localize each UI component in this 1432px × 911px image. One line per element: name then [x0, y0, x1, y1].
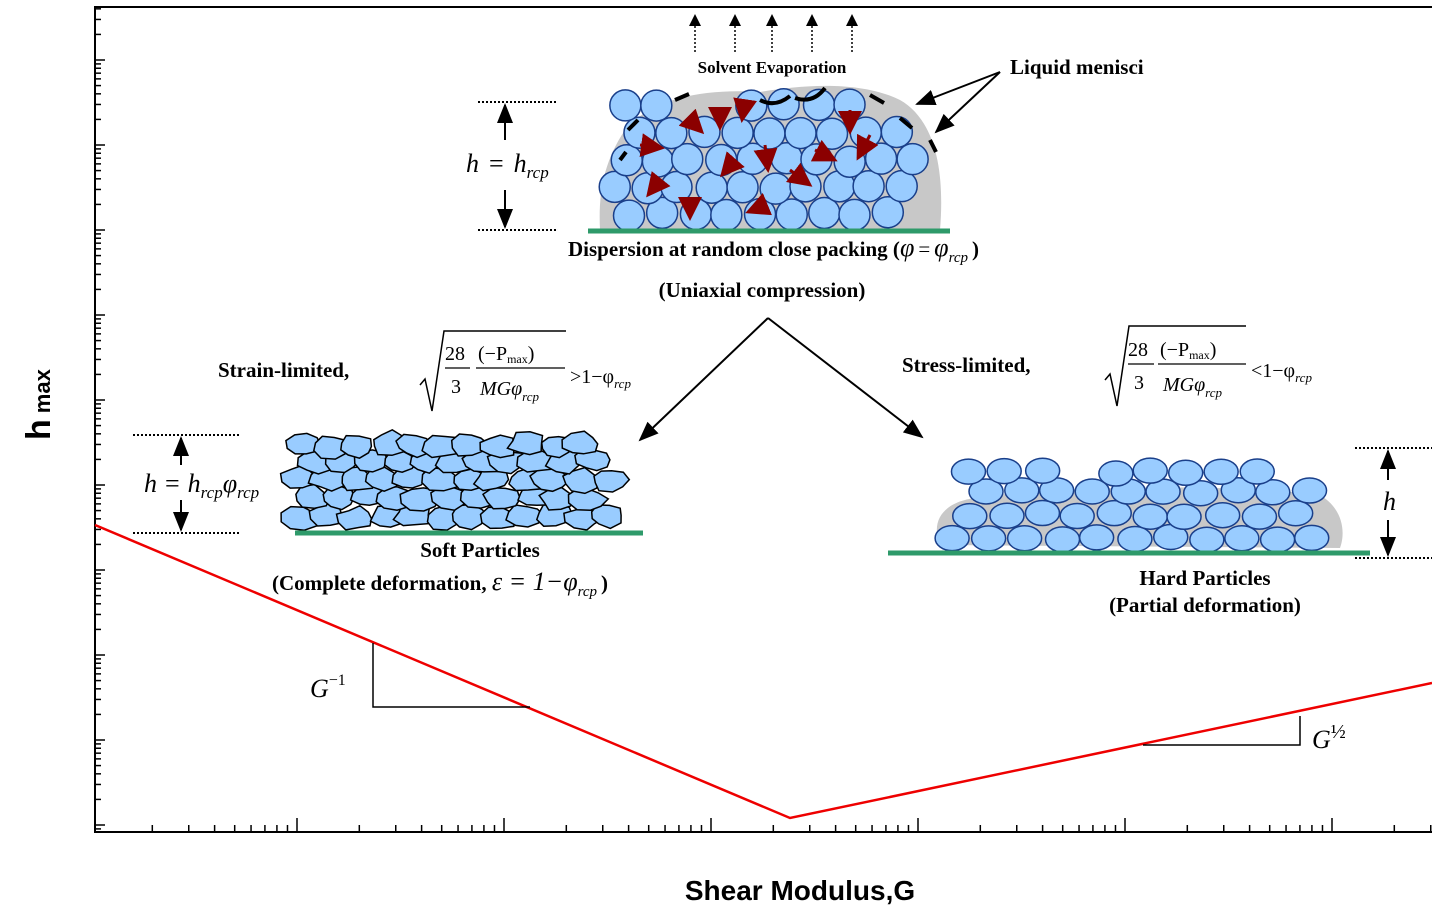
particle [696, 172, 727, 203]
hard-particle [1279, 501, 1313, 526]
hard-particle [990, 503, 1024, 528]
svg-text:MGφrcp: MGφrcp [1162, 374, 1223, 400]
hard-particle [1080, 525, 1114, 550]
pointer-arrow [936, 72, 1000, 132]
particle [611, 145, 642, 176]
hard-particle [1169, 460, 1203, 485]
hard-particle [1225, 526, 1259, 551]
hard-particle [1025, 501, 1059, 526]
hard-note: (Partial deformation) [1109, 593, 1301, 617]
hard-particle [1099, 461, 1133, 486]
particle [641, 90, 672, 121]
svg-text:<1−φrcp: <1−φrcp [1251, 360, 1312, 385]
slope-label: G½ [1312, 721, 1346, 754]
stress-formula: 28 3 (−Pmax) MGφrcp <1−φrcp [1105, 326, 1312, 406]
slope-triangle [1143, 716, 1300, 745]
particle [722, 117, 753, 148]
caption-note: (Uniaxial compression) [659, 278, 866, 302]
hard-particle [1060, 504, 1094, 529]
soft-particle [594, 471, 629, 492]
particle [706, 145, 737, 176]
svg-text:28: 28 [445, 343, 465, 365]
hard-particle [1046, 527, 1080, 552]
soft-note: (Complete deformation, ε = 1−φrcp) [272, 567, 608, 600]
height-formula: h=hrcpφrcp [144, 469, 259, 502]
svg-text:MGφrcp: MGφrcp [479, 378, 540, 404]
svg-text:(−Pmax): (−Pmax) [478, 343, 534, 366]
hard-particle [1133, 458, 1167, 483]
hard-particle [1204, 459, 1238, 484]
x-axis-label: Shear Modulus,G [685, 875, 915, 906]
particle [610, 90, 641, 121]
particle [661, 172, 692, 203]
hard-particle [951, 459, 985, 484]
arrow-head [766, 14, 778, 26]
particle [642, 146, 673, 177]
particle [897, 144, 928, 175]
soft-particle [562, 431, 598, 454]
particle [711, 200, 742, 231]
slope-label: G−1 [310, 672, 346, 703]
strain-label: Strain-limited, [218, 358, 349, 382]
strain-formula: 28 3 (−Pmax) MGφrcp >1−φrcp [420, 331, 631, 411]
particle [656, 118, 687, 149]
hard-particle [1295, 525, 1329, 550]
hard-particle [987, 459, 1021, 484]
hard-particle [1206, 503, 1240, 528]
arrow-head [806, 14, 818, 26]
branch-arrow [640, 318, 768, 440]
svg-text:3: 3 [451, 376, 461, 398]
hard-particle [1133, 504, 1167, 529]
evaporation-label: Solvent Evaporation [698, 58, 847, 77]
height-formula: h=hrcp [466, 149, 549, 182]
particle [680, 199, 711, 230]
y-axis-label: hmax [20, 368, 58, 440]
svg-text:>1−φrcp: >1−φrcp [570, 366, 631, 391]
particle [839, 199, 870, 230]
arrow-head [846, 14, 858, 26]
stress-label: Stress-limited, [902, 353, 1031, 377]
particle [727, 172, 758, 203]
soft-title: Soft Particles [420, 538, 540, 562]
particle [614, 200, 645, 231]
hard-particle [1118, 526, 1152, 551]
pointer-arrow [917, 72, 1000, 104]
hard-particle [1293, 478, 1327, 503]
hard-particle [972, 526, 1006, 551]
hard-particle [1190, 527, 1224, 552]
hard-particle [1026, 458, 1060, 483]
caption: Dispersion at random close packing (φ=φr… [568, 233, 979, 266]
evaporation-arrows [689, 14, 858, 52]
hard-particle [1240, 459, 1274, 484]
hard-particle [1167, 504, 1201, 529]
hard-particle [1008, 526, 1042, 551]
particle [760, 173, 791, 204]
svg-text:3: 3 [1134, 372, 1144, 394]
hard-particle [1261, 527, 1295, 552]
arrow-head [729, 14, 741, 26]
particle [736, 90, 767, 121]
particle [809, 197, 840, 228]
hard-title: Hard Particles [1139, 566, 1270, 590]
arrow-head [689, 14, 701, 26]
hard-particle [935, 526, 969, 551]
hard-particle [1242, 504, 1276, 529]
height-label: h [1383, 487, 1396, 516]
svg-text:28: 28 [1128, 339, 1148, 361]
particle [624, 117, 655, 148]
menisci-label: Liquid menisci [1010, 55, 1144, 79]
figure: Solvent Evaporation Liquid menisci h=hrc… [0, 0, 1432, 911]
soft-particles [281, 430, 630, 530]
hard-particle [953, 504, 987, 529]
particle [881, 117, 912, 148]
particle [817, 118, 848, 149]
particle [689, 116, 720, 147]
particle [785, 118, 816, 149]
branch-arrow [768, 318, 922, 437]
svg-text:(−Pmax): (−Pmax) [1160, 339, 1216, 362]
particle [754, 118, 785, 149]
